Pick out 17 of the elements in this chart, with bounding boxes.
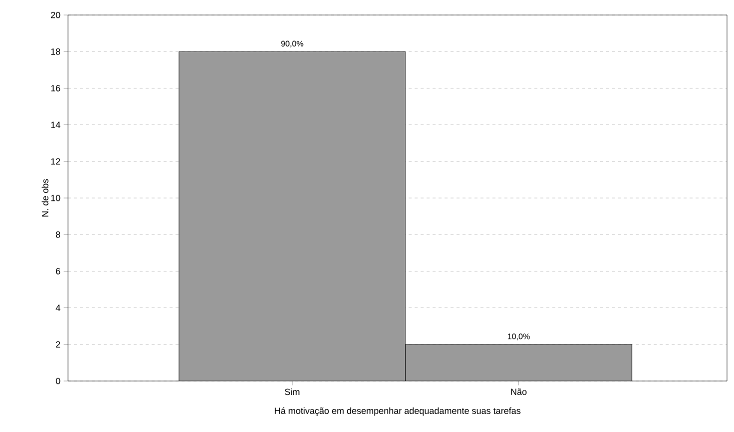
- x-tick-label: Não: [511, 388, 527, 395]
- y-tick-label: 20: [50, 12, 60, 18]
- x-tick-label: Sim: [284, 388, 300, 396]
- y-tick-label: 8: [56, 231, 60, 238]
- x-axis-title: Há motivação em desempenhar adequadamente suas tarefas: [274, 407, 520, 416]
- y-tick-label: 0: [56, 378, 60, 384]
- y-tick-label: 10: [51, 194, 60, 202]
- y-axis-title: N. de obs: [42, 179, 48, 217]
- y-tick-label: 16: [51, 85, 60, 92]
- y-tick-label: 18: [51, 48, 60, 55]
- y-tick-label: 6: [56, 268, 60, 274]
- y-tick-label: 14: [51, 122, 60, 128]
- y-tick-label: 12: [51, 158, 60, 165]
- annotation: 90,0%: [281, 40, 304, 48]
- y-tick-label: 2: [56, 341, 60, 348]
- annotation: 10,0%: [508, 334, 530, 340]
- y-tick-label: 4: [56, 304, 60, 311]
